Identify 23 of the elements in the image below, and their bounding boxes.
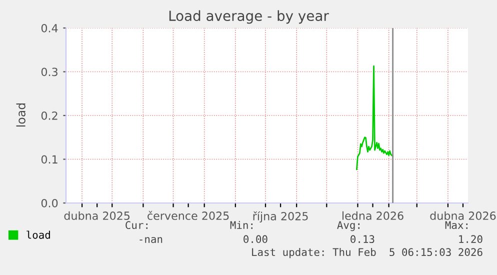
x-tick-label: dubna 2025	[64, 211, 130, 220]
x-tick-label: července 2025	[148, 210, 229, 220]
text: Cur:	[126, 221, 148, 230]
text: Min:	[230, 220, 252, 229]
text: Avg:	[337, 221, 360, 232]
text: 0.00	[244, 235, 268, 244]
y-tick-label: 0.0	[41, 198, 58, 208]
y-tick-label: 0.1	[41, 155, 58, 164]
y-tick-label: 0.3	[41, 68, 58, 76]
chart-title: Load average - by year	[169, 10, 329, 24]
text: Max:	[445, 221, 468, 230]
x-tick-label: dubna 2026	[430, 211, 496, 220]
text: 0.13	[350, 235, 374, 244]
legend-label: load	[26, 230, 50, 239]
text: Last update: Thu Feb 5 06:15:03 2026	[252, 248, 482, 258]
text: 1.20	[459, 235, 482, 244]
text: -nan	[140, 237, 162, 244]
y-tick-label: 0.2	[41, 111, 58, 120]
line-series	[356, 65, 394, 170]
x-tick-label: října 2025	[253, 211, 308, 223]
y-axis-title: load	[16, 103, 26, 127]
x-tick-label: ledna 2026	[342, 211, 404, 220]
y-tick-label: 0.4	[41, 24, 58, 32]
